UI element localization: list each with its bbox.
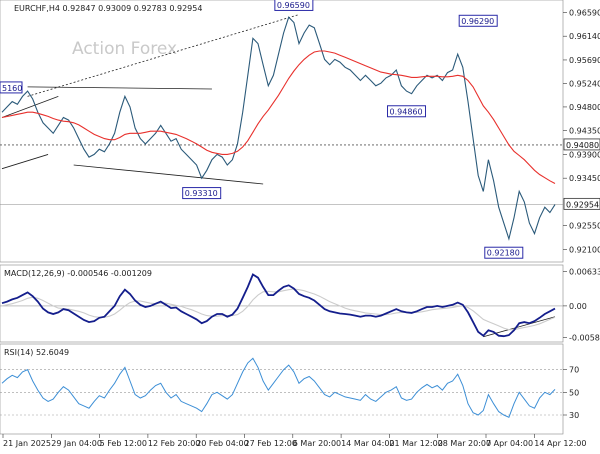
- price-annotation-box: [274, 0, 314, 11]
- level-label: 0.94080: [566, 141, 599, 150]
- price-annotation: 0.93310: [185, 189, 218, 198]
- watermark: Action Forex: [72, 39, 177, 59]
- macd-tick-label: 0.006332: [569, 268, 600, 277]
- x-tick-label: 20 Feb 04:00: [196, 439, 248, 448]
- price-tick-label: 0.96590: [569, 8, 600, 17]
- rsi-tick-label: 30: [569, 411, 579, 420]
- price-annotation-box: [182, 187, 222, 200]
- rsi-panel: RSI(14) 52.6049 70 50 30: [0, 343, 579, 435]
- current-price-label: 0.92954: [566, 200, 599, 209]
- current-price-label-box: [563, 197, 600, 210]
- macd-tick-label: -0.005845: [569, 334, 600, 343]
- rsi-tick-label: 50: [569, 388, 579, 397]
- trendlines: [1, 14, 300, 185]
- price-tick-label: 0.92100: [569, 245, 600, 254]
- price-tick-label: 0.95240: [569, 80, 600, 89]
- rsi-header: RSI(14) 52.6049: [4, 348, 69, 357]
- left-level-box: [0, 81, 23, 94]
- trendline: [1, 95, 59, 118]
- x-tick-label: 29 Jan 04:00: [51, 439, 102, 448]
- x-tick-label: 14 Apr 12:00: [534, 439, 586, 448]
- x-tick-label: 27 Feb 12:00: [245, 439, 297, 448]
- x-tick-label: 5 Feb 12:00: [100, 439, 147, 448]
- trendline: [73, 164, 264, 185]
- price-tick-label: 0.96140: [569, 32, 600, 41]
- macd-panel: MACD(12,26,9) -0.000546 -0.001209 0.0063…: [0, 264, 600, 343]
- price-header: EURCHF,H4 0.92847 0.93009 0.92783 0.9295…: [14, 4, 202, 13]
- x-tick-label: 21 Jan 2025: [3, 439, 51, 448]
- macd-header: MACD(12,26,9) -0.000546 -0.001209: [4, 269, 152, 278]
- macd-line: [1, 273, 556, 338]
- price-annotation: 0.96590: [277, 1, 310, 10]
- left-level-label: 5160: [2, 84, 22, 93]
- price-annotation: 0.92180: [487, 249, 520, 258]
- rsi-tick-label: 70: [569, 366, 579, 375]
- price-annotation-box: [387, 105, 427, 118]
- moving-average-line: [1, 50, 556, 184]
- price-annotation-box: [458, 14, 498, 27]
- level-label-box: [563, 138, 600, 151]
- trendline: [27, 14, 300, 97]
- rsi-line: [1, 357, 556, 418]
- x-axis: 21 Jan 2025 29 Jan 04:005 Feb 12:00 12 Feb…: [2, 434, 586, 448]
- x-tick-label: 12 Feb 20:00: [148, 439, 200, 448]
- price-annotation-box: [484, 246, 524, 259]
- price-annotation: 0.94860: [390, 107, 423, 116]
- x-tick-label: 6 Mar 20:00: [293, 439, 341, 448]
- trendline: [1, 154, 49, 170]
- price-tick-label: 0.93900: [569, 150, 600, 159]
- x-tick-label: 28 Mar 20:00: [438, 439, 491, 448]
- price-line: [1, 16, 556, 241]
- price-tick-label: 0.93450: [569, 174, 600, 183]
- price-panel: EURCHF,H4 0.92847 0.93009 0.92783 0.9295…: [0, 0, 600, 263]
- price-annotation: 0.96290: [461, 17, 494, 26]
- macd-tick-label: 0.00: [569, 302, 587, 311]
- price-tick-label: 0.94800: [569, 103, 600, 112]
- x-tick-label: 14 Mar 04:00: [341, 439, 394, 448]
- x-tick-label: 21 Mar 12:00: [389, 439, 442, 448]
- price-tick-label: 0.92550: [569, 222, 600, 231]
- x-tick-label: 7 Apr 04:00: [486, 439, 533, 448]
- price-tick-label: 0.94350: [569, 127, 600, 136]
- price-tick-label: 0.95690: [569, 56, 600, 65]
